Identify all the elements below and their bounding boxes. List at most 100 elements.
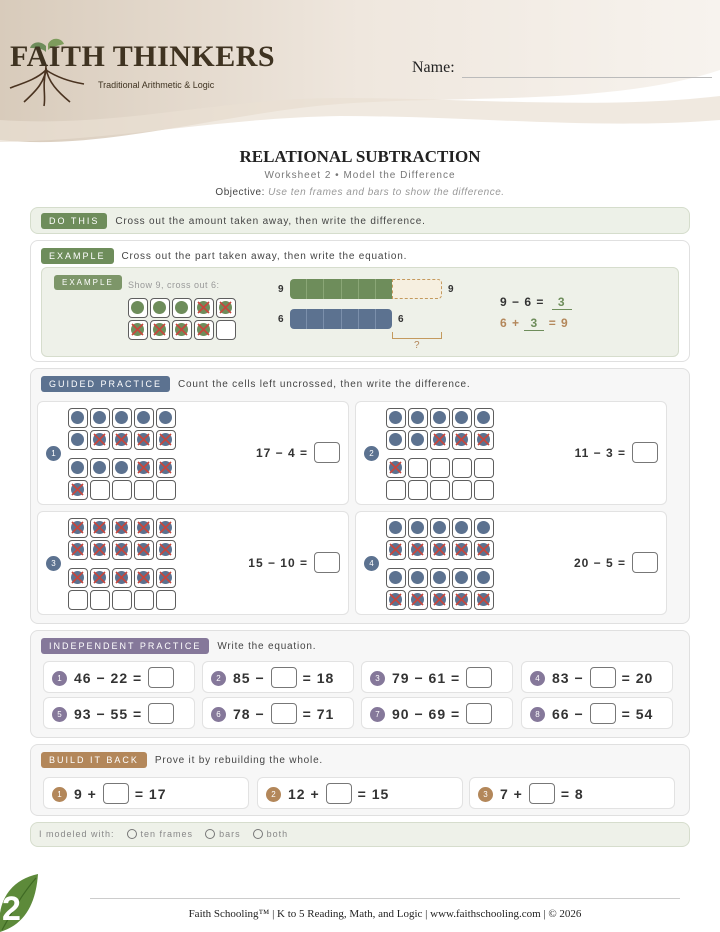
cross-out-icon [433,593,446,606]
ten-frame-cell [134,408,154,428]
problem-number: 1 [52,670,67,686]
answer-box[interactable] [589,703,616,724]
worksheet-title: RELATIONAL SUBTRACTION [239,147,481,166]
answer-box[interactable] [466,667,493,688]
counter-dot [411,571,424,584]
equation-card: 6 78 − = 71 [202,697,354,729]
equation-text: 83 − [552,669,584,686]
counter-dot [115,461,128,474]
counter-dot [175,301,188,314]
example-eq-1-answer: 3 [551,295,572,310]
ten-frame-cell [134,568,154,588]
ten-frame-cell [112,590,132,610]
cross-out-icon [477,593,490,606]
problem-number: 2 [364,446,379,461]
example-section: EXAMPLE Cross out the part taken away, t… [30,240,690,362]
answer-box[interactable] [314,552,340,573]
answer-box[interactable] [270,703,297,724]
cross-out-icon [115,521,128,534]
equation-text: 9 + [74,785,97,802]
answer-box[interactable] [528,783,555,804]
ten-frame-cell [430,518,450,538]
problem-number: 8 [530,706,545,722]
ten-frame-cell [156,540,176,560]
brace [392,332,442,339]
ten-frame-cell [452,568,472,588]
example-inner-text: Show 9, cross out 6: [128,280,220,290]
ten-frame-cell [474,458,494,478]
ten-frame-cell [112,480,132,500]
ten-frame-cell [112,540,132,560]
answer-box[interactable] [270,667,297,688]
cross-out-icon [137,461,150,474]
ten-frame-cell [386,540,406,560]
cross-out-icon [455,593,468,606]
ten-frame-cell [474,480,494,500]
equation-card: 5 93 − 55 = [43,697,195,729]
example-eq-2: 6 + 3 = 9 [500,316,569,331]
cross-out-icon [159,461,172,474]
answer-box[interactable] [589,667,616,688]
counter-dot [433,411,446,424]
ten-frame-cell [90,518,110,538]
equation-text: = 15 [357,785,390,802]
answer-box[interactable] [314,442,340,463]
equation: 12 + = 15 [288,783,389,804]
cross-out-icon [411,543,424,556]
answer-box[interactable] [466,703,493,724]
equation: 78 − = 71 [233,703,334,724]
counter-dot [389,571,402,584]
ten-frame-cell [452,518,472,538]
equation-text: = 54 [621,705,654,722]
option-both[interactable]: both [252,829,289,839]
objective-label: Objective: [215,187,265,198]
cross-out-icon [159,521,172,534]
cross-out-icon [477,543,490,556]
example-ten-frame [128,298,238,344]
option-label: both [266,829,289,839]
checkbox-icon[interactable] [205,829,216,839]
header-background [0,0,720,143]
cross-out-icon [71,483,84,496]
ten-frame-cell [90,430,110,450]
leaf-icon [0,874,38,932]
counter-dot [153,301,166,314]
answer-box[interactable] [148,703,175,724]
ten-frame-cell [68,568,88,588]
counter-dot [455,571,468,584]
ten-frame-cell [90,458,110,478]
answer-box[interactable] [148,667,175,688]
ten-frame-cell [172,320,192,340]
equation: 83 − = 20 [552,667,653,688]
ten-frame-cell [216,320,236,340]
bar-top [290,279,442,299]
bar-top-right-label: 9 [448,284,454,295]
ten-frame-cell [408,408,428,428]
option-ten-frames[interactable]: ten frames [126,829,194,839]
ten-frame-cell [112,408,132,428]
example-text: Cross out the part taken away, then writ… [121,250,408,262]
guided-badge: GUIDED PRACTICE [41,376,171,392]
checkbox-icon[interactable] [126,829,137,839]
counter-dot [411,411,424,424]
footer-text: Faith Schooling™ | K to 5 Reading, Math,… [188,908,582,920]
equation-card: 8 66 − = 54 [521,697,673,729]
problem-number: 2 [211,670,226,686]
cross-out-icon [93,571,106,584]
answer-box[interactable] [325,783,352,804]
option-bars[interactable]: bars [205,829,241,839]
answer-box[interactable] [102,783,129,804]
equation-text: 46 − 22 = [74,669,143,686]
example-eq-2-answer: 3 [524,316,545,331]
checkbox-icon[interactable] [252,829,263,839]
answer-box[interactable] [632,552,658,573]
ten-frame-cell [452,408,472,428]
option-label: bars [219,829,241,839]
name-field[interactable] [462,77,712,78]
ten-frame-cell [430,540,450,560]
problem-number: 5 [52,706,67,722]
bar-bottom [290,309,392,329]
answer-box[interactable] [632,442,658,463]
guided-equation: 17 − 4 = [256,442,340,463]
independent-practice-section: INDEPENDENT PRACTICE Write the equation.… [30,630,690,738]
